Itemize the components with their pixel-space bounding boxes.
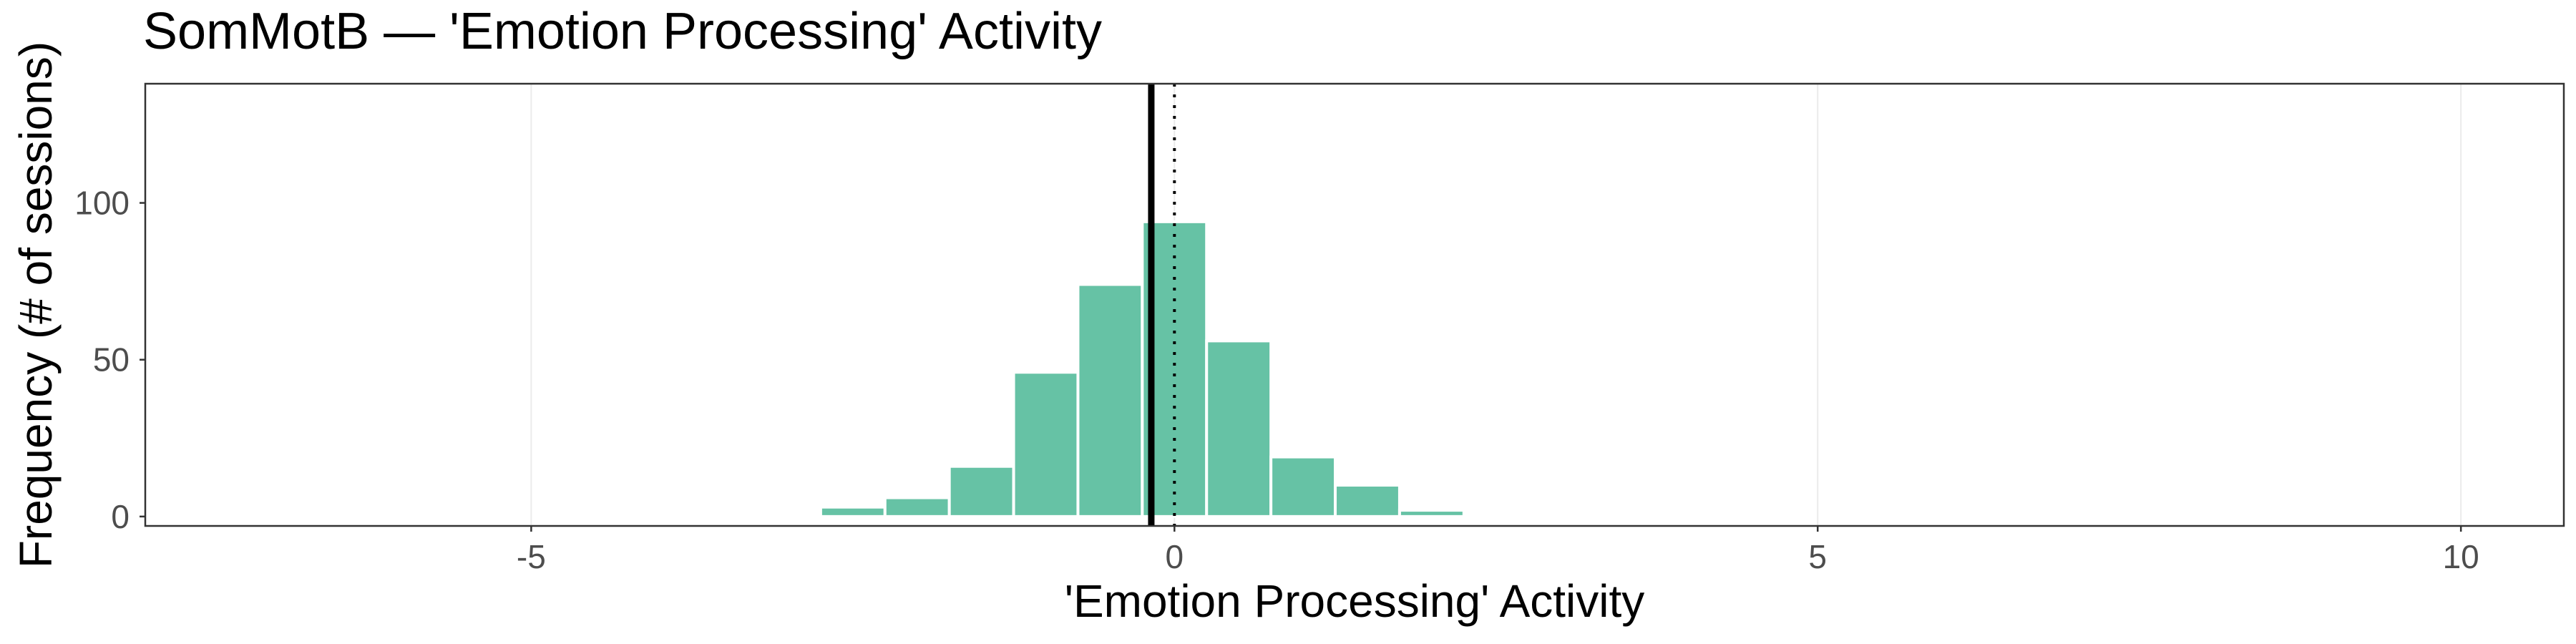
- histogram-bar: [1397, 509, 1465, 518]
- x-tick-label: 5: [1808, 538, 1827, 575]
- y-tick-label: 100: [74, 185, 130, 222]
- histogram-bar: [1269, 455, 1337, 518]
- plot-panel-border: [144, 82, 2565, 527]
- histogram-bar: [1334, 484, 1401, 518]
- y-tick-label: 50: [93, 341, 130, 379]
- histogram-bar: [1205, 339, 1273, 518]
- y-tick-label: 0: [111, 498, 130, 535]
- histogram-bar: [1076, 283, 1144, 518]
- histogram-bar: [947, 464, 1015, 518]
- histogram-bar: [883, 496, 951, 518]
- x-tick-label: 10: [2443, 538, 2479, 575]
- histogram-bars: [819, 220, 1465, 518]
- y-axis-ticks: 0 50 100: [74, 185, 145, 535]
- histogram-bar: [1012, 371, 1080, 518]
- histogram-bar: [819, 505, 887, 518]
- x-axis-ticks: -5 0 5 10: [517, 526, 2479, 575]
- x-axis-title: 'Emotion Processing' Activity: [1065, 575, 1645, 627]
- reference-lines: [1148, 84, 1176, 526]
- gridlines: [530, 84, 2462, 526]
- chart-title: SomMotB — 'Emotion Processing' Activity: [143, 3, 1102, 60]
- x-tick-label: -5: [517, 538, 546, 575]
- x-tick-label: 0: [1166, 538, 1184, 575]
- y-axis-title: Frequency (# of sessions): [10, 42, 62, 568]
